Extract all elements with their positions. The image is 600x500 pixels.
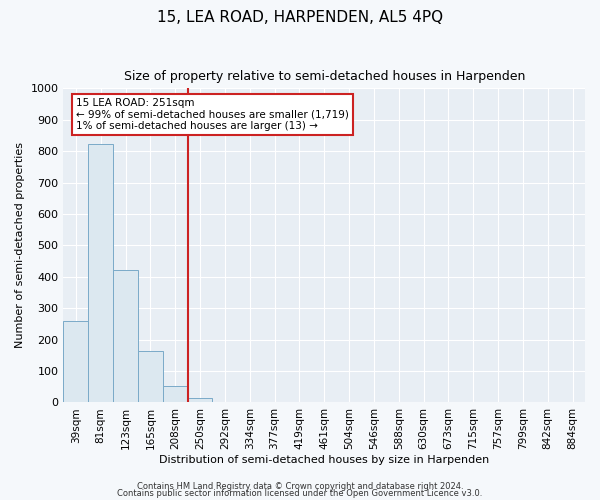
Bar	[113, 270, 138, 402]
X-axis label: Distribution of semi-detached houses by size in Harpenden: Distribution of semi-detached houses by …	[159, 455, 490, 465]
Y-axis label: Number of semi-detached properties: Number of semi-detached properties	[15, 142, 25, 348]
Text: Contains HM Land Registry data © Crown copyright and database right 2024.: Contains HM Land Registry data © Crown c…	[137, 482, 463, 491]
Text: 15 LEA ROAD: 251sqm
← 99% of semi-detached houses are smaller (1,719)
1% of semi: 15 LEA ROAD: 251sqm ← 99% of semi-detach…	[76, 98, 349, 131]
Text: 15, LEA ROAD, HARPENDEN, AL5 4PQ: 15, LEA ROAD, HARPENDEN, AL5 4PQ	[157, 10, 443, 25]
Bar	[88, 144, 113, 403]
Bar	[163, 386, 188, 402]
Title: Size of property relative to semi-detached houses in Harpenden: Size of property relative to semi-detach…	[124, 70, 525, 83]
Bar	[188, 398, 212, 402]
Text: Contains public sector information licensed under the Open Government Licence v3: Contains public sector information licen…	[118, 489, 482, 498]
Bar	[138, 350, 163, 403]
Bar	[64, 321, 88, 402]
